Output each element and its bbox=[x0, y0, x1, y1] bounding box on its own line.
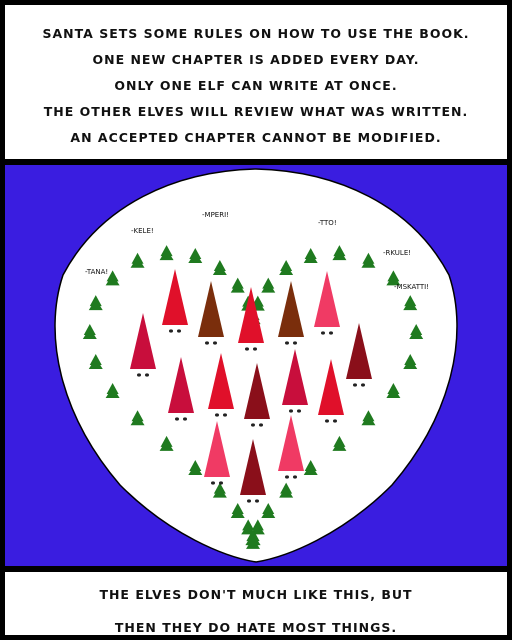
bottom-caption-panel: THE ELVES DON'T MUCH LIKE THIS, BUT THEN… bbox=[3, 570, 509, 637]
pine-tree-icon bbox=[409, 324, 424, 340]
chant-labels: -KELE! -MPERI! -TTO! -RKULE! -MSKATTI! -… bbox=[85, 211, 429, 291]
elf-hat-icon bbox=[346, 323, 372, 387]
pine-tree-icon bbox=[159, 245, 174, 261]
pine-tree-icon bbox=[261, 502, 276, 518]
pine-tree-icon bbox=[188, 247, 203, 263]
chant-label-5: -MSKATTI! bbox=[394, 283, 429, 291]
pine-tree-icon bbox=[88, 353, 103, 369]
pine-tree-icon bbox=[212, 260, 227, 276]
pine-tree-icon bbox=[332, 435, 347, 451]
pine-tree-icon bbox=[303, 460, 318, 476]
elf-hat-icon bbox=[208, 353, 234, 417]
top-caption-panel: SANTA SETS SOME RULES ON HOW TO USE THE … bbox=[3, 3, 509, 161]
pine-tree-icon bbox=[250, 519, 265, 535]
elf-hat-icon bbox=[244, 363, 270, 427]
rule-line-3: ONLY ONE ELF CAN WRITE AT ONCE. bbox=[114, 78, 398, 93]
pine-tree-icon bbox=[361, 252, 376, 268]
pine-tree-icon bbox=[212, 482, 227, 498]
chant-label-2: -MPERI! bbox=[202, 211, 229, 219]
pine-tree-icon bbox=[230, 502, 245, 518]
pine-tree-icon bbox=[403, 353, 418, 369]
bottom-line-1: THE ELVES DON'T MUCH LIKE THIS, BUT bbox=[99, 587, 413, 602]
pine-tree-icon bbox=[105, 382, 120, 398]
pine-tree-icon bbox=[241, 519, 256, 535]
elf-hat-icon bbox=[282, 349, 308, 413]
pine-tree-icon bbox=[245, 530, 260, 546]
illustration-panel: -KELE! -MPERI! -TTO! -RKULE! -MSKATTI! -… bbox=[3, 163, 509, 568]
elf-hat-icon bbox=[130, 313, 156, 377]
elf-hat-icon bbox=[162, 269, 188, 333]
elf-hat-icon bbox=[318, 359, 344, 423]
elf-group bbox=[130, 269, 372, 503]
rule-line-5: AN ACCEPTED CHAPTER CANNOT BE MODIFIED. bbox=[70, 130, 442, 145]
chant-label-6: -TANA! bbox=[85, 268, 108, 276]
rule-line-4: THE OTHER ELVES WILL REVIEW WHAT WAS WRI… bbox=[43, 104, 469, 119]
pine-tree-icon bbox=[88, 295, 103, 311]
pine-tree-icon bbox=[303, 247, 318, 263]
elf-hat-icon bbox=[204, 421, 230, 485]
pine-tree-icon bbox=[403, 295, 418, 311]
chant-label-3: -TTO! bbox=[318, 219, 337, 227]
pine-tree-icon bbox=[279, 260, 294, 276]
white-leaf-shape bbox=[54, 168, 458, 563]
chant-label-1: -KELE! bbox=[131, 227, 154, 235]
pine-tree-icon bbox=[130, 252, 145, 268]
bottom-line-2: THEN THEY DO HATE MOST THINGS. bbox=[114, 620, 398, 635]
pine-tree-icon bbox=[188, 460, 203, 476]
pine-tree-icon bbox=[386, 270, 401, 286]
pine-tree-icon bbox=[279, 482, 294, 498]
pine-tree-icon bbox=[159, 435, 174, 451]
pine-tree-icon bbox=[130, 410, 145, 426]
pine-tree-icon bbox=[261, 277, 276, 293]
elf-hat-icon bbox=[168, 357, 194, 421]
rule-line-1: SANTA SETS SOME RULES ON HOW TO USE THE … bbox=[42, 26, 470, 41]
pine-tree-icon bbox=[230, 277, 245, 293]
pine-tree-icon bbox=[105, 270, 120, 286]
elf-hat-icon bbox=[238, 287, 264, 351]
elf-hat-icon bbox=[278, 281, 304, 345]
pine-tree-icon bbox=[332, 245, 347, 261]
elf-hat-icon bbox=[240, 439, 266, 503]
pine-tree-icon bbox=[361, 410, 376, 426]
pine-tree-icon bbox=[82, 324, 97, 340]
rule-line-2: ONE NEW CHAPTER IS ADDED EVERY DAY. bbox=[92, 52, 420, 67]
chant-label-4: -RKULE! bbox=[383, 249, 411, 257]
pine-tree-icon bbox=[386, 382, 401, 398]
elf-heart-illustration: -KELE! -MPERI! -TTO! -RKULE! -MSKATTI! -… bbox=[54, 168, 458, 563]
elf-hat-icon bbox=[278, 415, 304, 479]
elf-hat-icon bbox=[314, 271, 340, 335]
rules-text: SANTA SETS SOME RULES ON HOW TO USE THE … bbox=[5, 5, 507, 151]
elf-hat-icon bbox=[198, 281, 224, 345]
